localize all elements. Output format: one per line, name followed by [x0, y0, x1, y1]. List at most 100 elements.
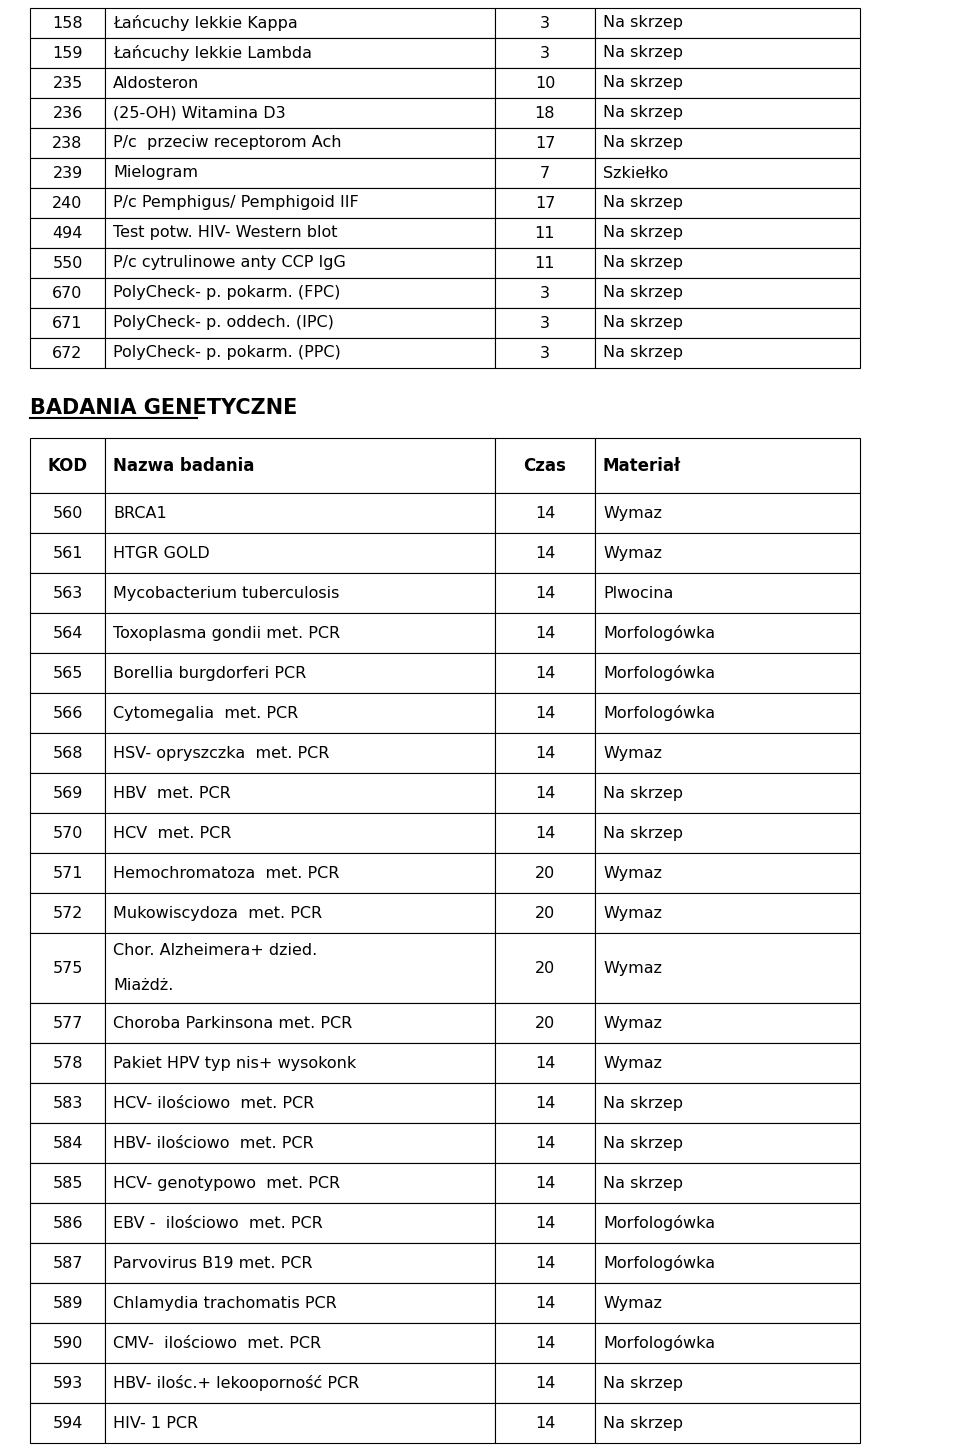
Text: Na skrzep: Na skrzep — [603, 786, 683, 801]
Text: 14: 14 — [535, 786, 555, 801]
Bar — [105, 7, 495, 38]
Bar — [595, 654, 860, 693]
Bar — [495, 1363, 595, 1404]
Text: 20: 20 — [535, 906, 555, 920]
Text: 583: 583 — [52, 1096, 83, 1111]
Text: Morfologówka: Morfologówka — [603, 665, 715, 681]
Bar — [595, 1324, 860, 1363]
Bar — [105, 734, 495, 773]
Text: Na skrzep: Na skrzep — [603, 345, 683, 361]
Bar — [105, 1044, 495, 1083]
Bar — [595, 128, 860, 159]
Text: HCV- genotypowo  met. PCR: HCV- genotypowo met. PCR — [113, 1176, 340, 1191]
Text: 569: 569 — [52, 786, 83, 801]
Bar — [105, 1243, 495, 1283]
Bar — [495, 853, 595, 893]
Text: Łańcuchy lekkie Lambda: Łańcuchy lekkie Lambda — [113, 45, 312, 61]
Bar — [595, 438, 860, 494]
Bar — [105, 278, 495, 309]
Text: HIV- 1 PCR: HIV- 1 PCR — [113, 1415, 198, 1431]
Bar — [595, 278, 860, 309]
Text: 18: 18 — [535, 105, 555, 121]
Text: Na skrzep: Na skrzep — [603, 226, 683, 240]
Bar — [595, 693, 860, 734]
Bar — [30, 7, 105, 38]
Text: Wymaz: Wymaz — [603, 961, 662, 976]
Bar — [105, 494, 495, 533]
Bar — [30, 438, 105, 494]
Bar — [595, 38, 860, 68]
Text: Na skrzep: Na skrzep — [603, 285, 683, 300]
Text: 14: 14 — [535, 1176, 555, 1191]
Text: 3: 3 — [540, 45, 550, 61]
Bar — [30, 693, 105, 734]
Bar — [595, 734, 860, 773]
Bar — [30, 1324, 105, 1363]
Bar — [30, 38, 105, 68]
Text: Chor. Alzheimera+ dzied.: Chor. Alzheimera+ dzied. — [113, 943, 317, 958]
Text: HSV- opryszczka  met. PCR: HSV- opryszczka met. PCR — [113, 745, 329, 760]
Text: 11: 11 — [535, 255, 555, 271]
Text: 14: 14 — [535, 1255, 555, 1271]
Text: 14: 14 — [535, 1136, 555, 1150]
Text: 14: 14 — [535, 826, 555, 840]
Bar — [595, 1363, 860, 1404]
Bar — [105, 574, 495, 613]
Text: Na skrzep: Na skrzep — [603, 16, 683, 31]
Bar — [30, 574, 105, 613]
Bar — [595, 1003, 860, 1044]
Text: 17: 17 — [535, 195, 555, 211]
Text: 568: 568 — [52, 745, 83, 760]
Bar — [595, 1283, 860, 1324]
Text: Test potw. HIV- Western blot: Test potw. HIV- Western blot — [113, 226, 338, 240]
Text: HTGR GOLD: HTGR GOLD — [113, 546, 209, 561]
Bar — [30, 734, 105, 773]
Bar — [30, 188, 105, 218]
Text: Choroba Parkinsona met. PCR: Choroba Parkinsona met. PCR — [113, 1016, 352, 1031]
Text: 20: 20 — [535, 866, 555, 881]
Text: 11: 11 — [535, 226, 555, 240]
Text: P/c Pemphigus/ Pemphigoid IIF: P/c Pemphigus/ Pemphigoid IIF — [113, 195, 359, 211]
Bar — [495, 613, 595, 654]
Bar — [495, 248, 595, 278]
Bar — [105, 1203, 495, 1243]
Bar — [495, 309, 595, 338]
Bar — [105, 533, 495, 574]
Bar — [105, 613, 495, 654]
Text: 577: 577 — [52, 1016, 83, 1031]
Bar — [495, 1283, 595, 1324]
Text: 586: 586 — [52, 1216, 83, 1230]
Text: Łańcuchy lekkie Kappa: Łańcuchy lekkie Kappa — [113, 15, 298, 31]
Bar — [495, 338, 595, 368]
Text: 14: 14 — [535, 1296, 555, 1310]
Bar — [495, 654, 595, 693]
Text: BRCA1: BRCA1 — [113, 505, 167, 521]
Bar — [595, 68, 860, 98]
Bar — [495, 533, 595, 574]
Text: Wymaz: Wymaz — [603, 1296, 662, 1310]
Bar — [30, 1123, 105, 1163]
Text: Na skrzep: Na skrzep — [603, 135, 683, 150]
Text: Wymaz: Wymaz — [603, 866, 662, 881]
Text: Czas: Czas — [523, 457, 566, 475]
Bar — [495, 773, 595, 814]
Text: KOD: KOD — [47, 457, 87, 475]
Text: Morfologówka: Morfologówka — [603, 625, 715, 641]
Bar — [495, 128, 595, 159]
Text: Wymaz: Wymaz — [603, 745, 662, 760]
Text: Miażdż.: Miażdż. — [113, 978, 174, 993]
Text: Wymaz: Wymaz — [603, 1056, 662, 1070]
Bar — [30, 1003, 105, 1044]
Bar — [595, 98, 860, 128]
Text: EBV -  ilościowo  met. PCR: EBV - ilościowo met. PCR — [113, 1216, 323, 1230]
Text: 563: 563 — [53, 585, 83, 601]
Text: 578: 578 — [52, 1056, 83, 1070]
Text: 20: 20 — [535, 1016, 555, 1031]
Bar — [595, 893, 860, 933]
Bar — [105, 38, 495, 68]
Bar — [495, 1083, 595, 1123]
Text: BADANIA GENETYCZNE: BADANIA GENETYCZNE — [30, 397, 298, 418]
Text: 570: 570 — [52, 826, 83, 840]
Text: HBV  met. PCR: HBV met. PCR — [113, 786, 230, 801]
Bar — [105, 933, 495, 1003]
